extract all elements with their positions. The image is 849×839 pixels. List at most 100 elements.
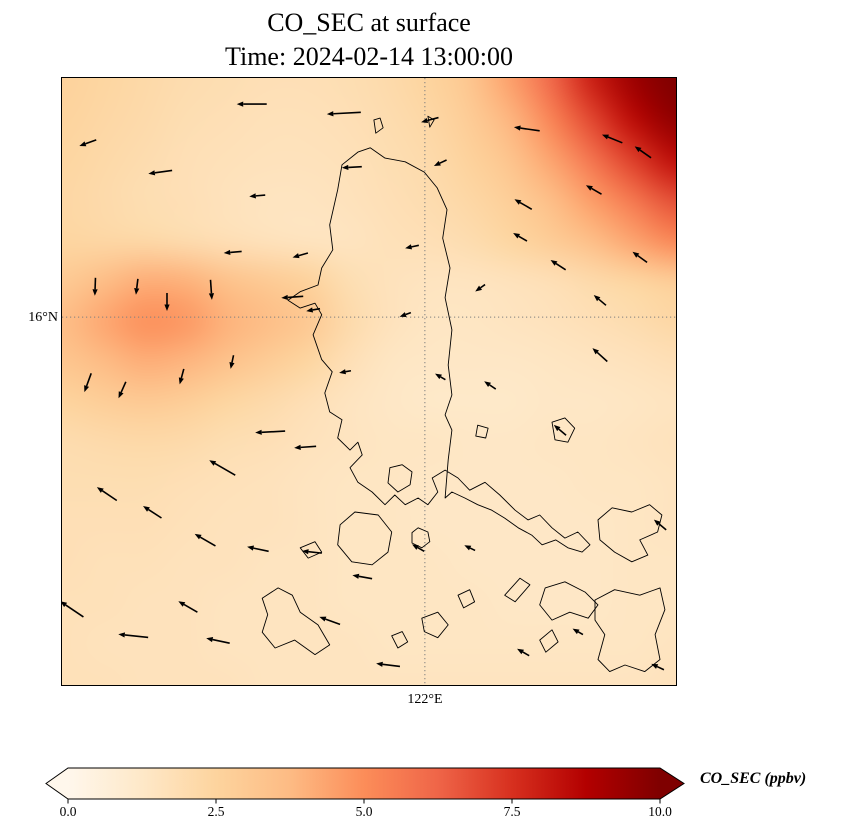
quiver-arrow — [435, 373, 446, 381]
quiver-shaft — [639, 149, 652, 159]
quiver-arrow — [294, 444, 317, 450]
quiver-shaft — [154, 169, 173, 174]
quiver-shaft — [230, 250, 242, 254]
quiver-arrow — [255, 429, 286, 435]
coastline-path — [539, 581, 599, 621]
quiver-arrow — [178, 601, 198, 613]
quiver-shaft — [382, 663, 401, 668]
colorbar-tick-label: 2.5 — [207, 804, 225, 819]
coastline-path — [427, 115, 435, 128]
coastline-path — [261, 587, 331, 656]
lon-tick-label: 122°E — [407, 692, 443, 707]
quiver-arrow — [651, 663, 665, 671]
quiver-arrow — [194, 533, 216, 547]
quiver-head — [593, 295, 601, 302]
quiver-shaft — [308, 550, 322, 554]
quiver-arrow — [92, 277, 98, 296]
quiver-arrow — [632, 251, 648, 264]
quiver-head — [341, 164, 349, 171]
quiver-arrow — [484, 381, 497, 390]
quiver-shaft — [518, 235, 528, 242]
quiver-arrow — [143, 506, 162, 519]
coastline-path — [597, 504, 663, 563]
quiver-arrow — [229, 355, 235, 369]
quiver-head — [92, 289, 98, 296]
quiver-shaft — [656, 665, 665, 671]
plot-subtitle: Time: 2024-02-14 13:00:00 — [225, 42, 513, 71]
quiver-shaft — [345, 369, 352, 373]
quiver-head — [405, 244, 413, 250]
quiver-head — [209, 460, 217, 466]
quiver-shaft — [101, 490, 118, 502]
quiver-head — [433, 160, 441, 166]
coastline-path — [594, 587, 666, 673]
quiver-shaft — [231, 355, 235, 363]
quiver-head — [399, 312, 407, 318]
quiver-head — [178, 377, 184, 385]
quiver-arrow — [341, 164, 362, 171]
quiver-arrow — [62, 601, 84, 618]
quiver-head — [292, 253, 300, 259]
quiver-head — [484, 381, 491, 388]
quiver-arrow — [84, 373, 92, 393]
quiver-head — [651, 663, 659, 669]
coastline-path — [475, 424, 489, 439]
quiver-arrow — [634, 146, 652, 159]
quiver-arrow — [247, 545, 269, 553]
quiver-shaft — [555, 262, 567, 271]
quiver-shaft — [411, 244, 419, 248]
quiver-shaft — [212, 638, 230, 644]
quiver-head — [306, 307, 314, 313]
quiver-arrow — [421, 116, 439, 124]
quiver-head — [229, 362, 235, 369]
quiver-arrow — [319, 616, 341, 626]
quiver-arrow — [352, 573, 373, 580]
quiver-arrow — [236, 101, 267, 107]
quiver-shaft — [214, 462, 236, 476]
quiver-arrow — [553, 424, 567, 436]
quiver-shaft — [489, 384, 497, 390]
map-plot — [61, 77, 677, 686]
quiver-shaft — [199, 536, 216, 547]
quiver-arrow — [79, 139, 97, 147]
quiver-shaft — [480, 283, 486, 289]
quiver-head — [143, 506, 150, 512]
quiver-shaft — [120, 381, 127, 393]
colorbar-tick-labels: 0.0 2.5 5.0 7.5 10.0 — [45, 804, 685, 820]
quiver-arrow — [206, 637, 230, 644]
quiver-shaft — [124, 634, 149, 639]
quiver-shaft — [658, 523, 667, 531]
coastline-path — [391, 631, 409, 649]
quiver-shaft — [577, 631, 584, 636]
quiver-head — [118, 632, 126, 638]
quiver-arrow — [653, 519, 667, 531]
quiver-arrow — [249, 193, 266, 199]
quiver-shaft — [348, 165, 362, 169]
quiver-arrow — [301, 549, 322, 555]
quiver-head — [223, 249, 231, 256]
quiver-arrow — [405, 244, 419, 250]
quiver-arrow — [513, 125, 540, 132]
quiver-shaft — [469, 547, 476, 552]
quiver-head — [255, 429, 262, 435]
quiver-head — [294, 444, 301, 450]
coastline-path — [504, 577, 531, 603]
quiver-head — [249, 193, 256, 199]
quiver-arrow — [118, 632, 149, 639]
quiver-arrow — [292, 252, 309, 259]
quiver-shaft — [637, 254, 648, 264]
quiver-head — [352, 573, 360, 579]
coastline-path — [299, 541, 323, 559]
coastline-path — [457, 589, 476, 609]
quiver-arrow — [550, 260, 567, 271]
quiver-shaft — [417, 546, 425, 553]
quiver-shaft — [298, 252, 309, 257]
quiver-head — [84, 385, 90, 393]
quiver-shaft — [253, 547, 269, 553]
coastline-path — [551, 417, 576, 443]
colorbar — [45, 767, 685, 804]
colorbar-tick-label: 5.0 — [355, 804, 373, 819]
quiver-arrow — [148, 169, 173, 176]
quiver-head — [281, 294, 288, 301]
